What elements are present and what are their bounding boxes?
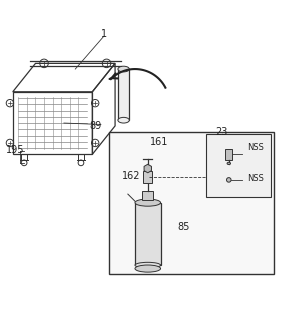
Text: 162: 162: [121, 171, 140, 180]
Ellipse shape: [118, 117, 129, 123]
Polygon shape: [142, 191, 154, 200]
Text: NSS: NSS: [247, 174, 264, 183]
Polygon shape: [206, 134, 272, 197]
Polygon shape: [144, 172, 152, 183]
Text: 195: 195: [6, 145, 25, 155]
Text: 85: 85: [177, 222, 189, 232]
Text: 23: 23: [216, 127, 228, 137]
Ellipse shape: [135, 199, 160, 206]
Polygon shape: [225, 148, 232, 160]
Ellipse shape: [118, 66, 129, 72]
Circle shape: [226, 178, 231, 182]
Polygon shape: [144, 164, 152, 173]
Text: 161: 161: [150, 137, 168, 147]
Ellipse shape: [135, 265, 160, 272]
Ellipse shape: [227, 162, 230, 164]
Text: NSS: NSS: [247, 143, 264, 152]
Polygon shape: [135, 203, 160, 265]
Text: 1: 1: [101, 28, 107, 38]
Ellipse shape: [135, 262, 160, 268]
Text: 89: 89: [89, 121, 101, 131]
Polygon shape: [118, 69, 129, 120]
Polygon shape: [109, 132, 274, 274]
